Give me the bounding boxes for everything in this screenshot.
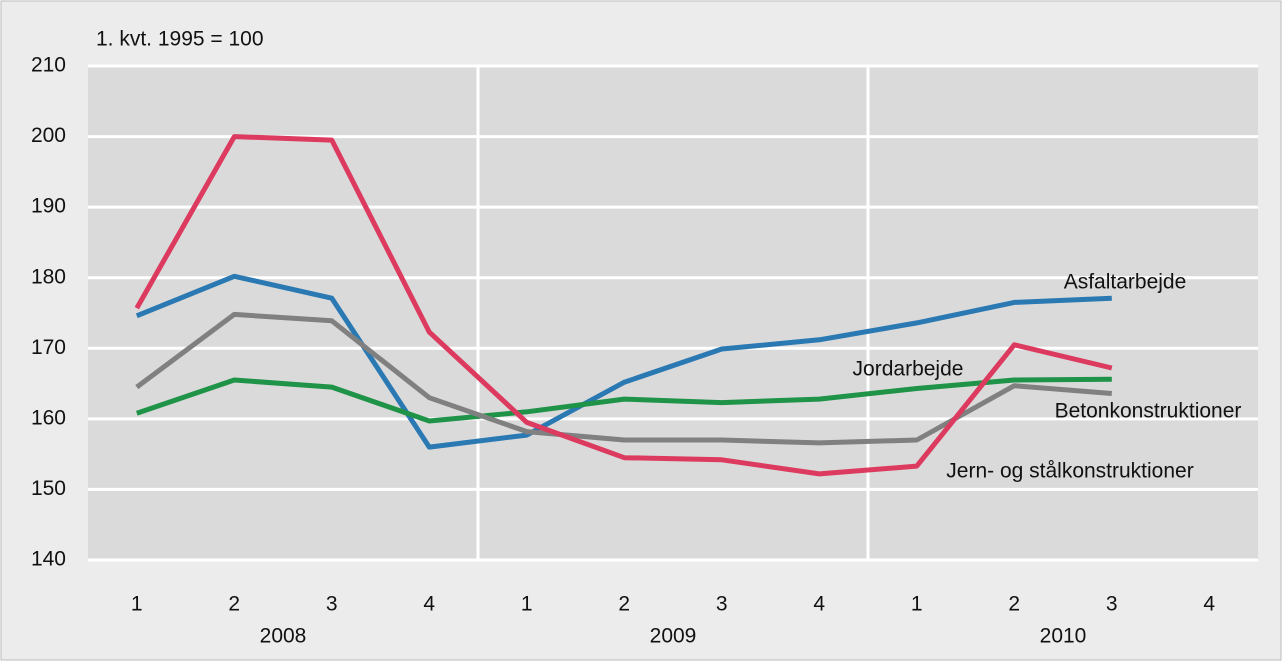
group-label: 2010: [1040, 625, 1087, 648]
series-line: [135, 273, 1112, 450]
annotation: 1. kvt. 1995 = 100: [96, 28, 264, 51]
y-tick-label: 180: [31, 265, 66, 288]
y-tick-label: 210: [31, 54, 66, 77]
y-tick-label: 170: [31, 336, 66, 359]
x-tick-label: 4: [1203, 593, 1215, 616]
x-tick-label: 4: [813, 593, 825, 616]
x-tick-label: 2: [1008, 593, 1020, 616]
y-tick-label: 200: [31, 124, 66, 147]
x-tick-label: 3: [326, 593, 338, 616]
plot-area: [88, 66, 1258, 560]
x-tick-label: 2: [228, 593, 240, 616]
group-label: 2009: [650, 625, 697, 648]
y-tick-label: 160: [31, 406, 66, 429]
x-tick-label: 4: [423, 593, 435, 616]
series-line: [134, 134, 1113, 477]
series-label: Jordarbejde: [853, 358, 964, 381]
y-tick-label: 150: [31, 477, 66, 500]
y-tick-label: 190: [31, 195, 66, 218]
series-label: Jern- og stålkonstruktioner: [946, 460, 1193, 483]
series-label: Asfaltarbejde: [1064, 271, 1187, 294]
x-tick-label: 1: [521, 593, 533, 616]
series-line: [135, 376, 1112, 424]
y-tick-label: 140: [31, 548, 66, 571]
x-tick-label: 3: [1106, 593, 1118, 616]
x-tick-label: 1: [911, 593, 923, 616]
x-tick-label: 2: [618, 593, 630, 616]
x-tick-label: 1: [131, 593, 143, 616]
series-label: Betonkonstruktioner: [1055, 400, 1242, 423]
group-label: 2008: [260, 625, 307, 648]
x-tick-label: 3: [716, 593, 728, 616]
